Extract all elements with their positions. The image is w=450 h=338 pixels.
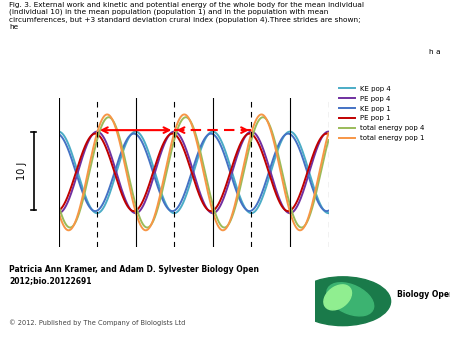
KE pop 4 [180,202,185,206]
total energy pop 1 [220,228,225,232]
total energy pop 4 [318,170,324,174]
Text: Patricia Ann Kramer, and Adam D. Sylvester Biology Open
2012;bio.20122691: Patricia Ann Kramer, and Adam D. Sylvest… [9,265,259,285]
Text: h a: h a [429,49,441,55]
KE pop 1 [56,132,61,136]
KE pop 1 [93,209,98,213]
PE pop 1 [269,178,274,182]
total energy pop 4 [180,117,185,121]
total energy pop 4 [56,203,61,207]
PE pop 4 [180,139,185,143]
Text: 10 J: 10 J [18,162,27,180]
KE pop 4 [318,203,323,207]
Circle shape [295,277,391,325]
total energy pop 4 [70,225,75,229]
PE pop 1 [180,145,185,149]
KE pop 1 [318,205,324,209]
Line: PE pop 1: PE pop 1 [58,134,328,211]
Line: KE pop 4: KE pop 4 [58,131,328,213]
KE pop 1 [326,209,331,213]
Legend: KE pop 4, PE pop 4, KE pop 1, PE pop 1, total energy pop 4, total energy pop 1: KE pop 4, PE pop 4, KE pop 1, PE pop 1, … [337,83,428,144]
KE pop 4 [318,203,324,207]
PE pop 4 [318,138,323,142]
KE pop 4 [326,211,331,215]
total energy pop 1 [104,113,110,117]
Text: Biology Open: Biology Open [397,290,450,299]
Line: KE pop 1: KE pop 1 [58,134,328,211]
KE pop 1 [180,196,185,200]
PE pop 4 [187,158,193,162]
KE pop 4 [268,169,274,173]
KE pop 1 [318,205,324,209]
KE pop 1 [70,159,75,163]
total energy pop 1 [70,226,75,230]
KE pop 4 [56,129,61,134]
KE pop 4 [70,153,75,157]
PE pop 1 [318,136,324,140]
total energy pop 1 [269,130,274,134]
PE pop 1 [93,131,98,136]
total energy pop 4 [187,118,193,122]
total energy pop 1 [187,118,193,122]
Text: © 2012. Published by The Company of Biologists Ltd: © 2012. Published by The Company of Biol… [9,319,185,326]
PE pop 1 [285,209,291,213]
PE pop 1 [318,136,324,140]
PE pop 4 [326,129,331,134]
KE pop 1 [269,163,274,167]
total energy pop 4 [106,115,111,119]
PE pop 1 [56,209,61,213]
PE pop 1 [70,182,75,186]
total energy pop 4 [269,128,274,132]
Ellipse shape [327,283,374,316]
PE pop 4 [56,211,61,215]
total energy pop 4 [222,225,227,230]
total energy pop 4 [318,170,324,174]
KE pop 4 [187,183,193,187]
Text: Fig. 3. External work and kinetic and potential energy of the whole body for the: Fig. 3. External work and kinetic and po… [9,2,364,30]
Line: total energy pop 4: total energy pop 4 [58,117,328,227]
total energy pop 1 [318,163,324,167]
PE pop 1 [326,132,331,136]
total energy pop 4 [326,138,331,142]
PE pop 4 [318,138,324,142]
total energy pop 1 [326,131,331,135]
Line: total energy pop 1: total energy pop 1 [58,115,328,230]
PE pop 4 [70,188,75,192]
total energy pop 1 [56,210,61,214]
PE pop 1 [187,165,193,169]
total energy pop 1 [318,163,324,167]
KE pop 1 [285,131,291,136]
PE pop 4 [268,172,274,176]
KE pop 1 [187,176,193,180]
total energy pop 1 [180,113,185,117]
Line: PE pop 4: PE pop 4 [58,131,328,213]
Ellipse shape [324,285,351,310]
